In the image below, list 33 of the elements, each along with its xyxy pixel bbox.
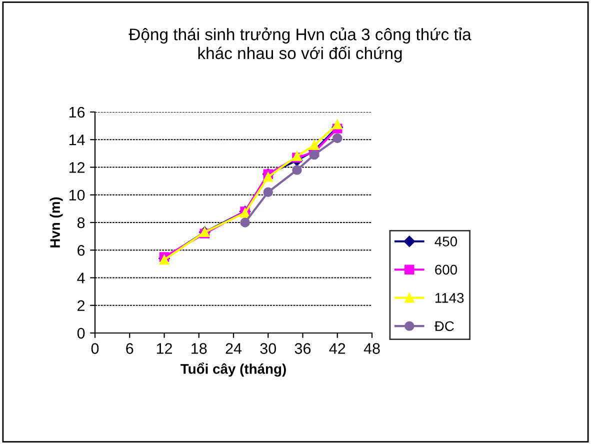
y-tick-label: 2: [78, 300, 85, 311]
point: [309, 150, 320, 160]
x-tick-label: 48: [364, 343, 380, 354]
y-axis-title: Hvn (m): [50, 197, 63, 248]
point: [240, 218, 250, 228]
y-tick-label: 16: [69, 106, 85, 118]
chart-title: Động thái sinh trưởng Hvn của 3 công thức tỉa khác nhau so với đối chứng: [128, 28, 472, 62]
y-tick-label: 8: [77, 217, 85, 228]
legend-label: 450: [434, 236, 458, 246]
point: [263, 172, 273, 182]
y-tick-label: 12: [69, 162, 85, 173]
point: [332, 133, 342, 144]
x-tick-label: 30: [260, 343, 276, 354]
x-tick-label: 24: [226, 343, 242, 354]
x-axis-title: Tuổi cây (tháng): [180, 362, 286, 377]
x-tick-label: 36: [294, 343, 311, 354]
legend-label: 600: [435, 264, 458, 275]
x-tick-label: 6: [126, 343, 134, 354]
x-tick-label: 0: [91, 343, 99, 354]
y-tick-label: 4: [77, 272, 85, 284]
point: [332, 120, 342, 130]
point: [309, 140, 320, 150]
x-tick-label: 42: [329, 343, 346, 354]
point: [292, 165, 302, 175]
y-tick-label: 10: [69, 190, 85, 201]
y-tick-label: 0: [77, 328, 85, 339]
y-tick-label: 6: [78, 244, 85, 256]
point: [263, 187, 273, 197]
legend-label: ĐC: [434, 321, 454, 332]
legend-label: 1143: [435, 293, 464, 303]
x-tick-label: 18: [192, 343, 207, 354]
x-tick-label: 12: [156, 343, 172, 354]
y-tick-label: 14: [69, 134, 85, 146]
